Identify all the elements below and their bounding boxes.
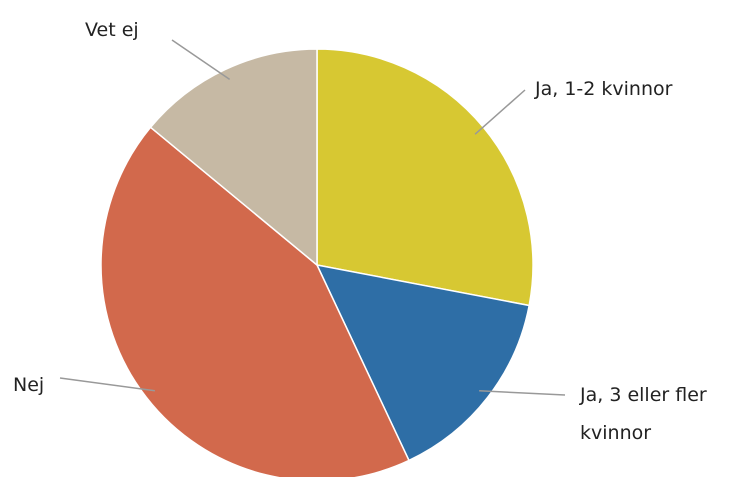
leader-line [479,390,566,396]
pie-slice [100,126,410,477]
leader-line [59,377,155,392]
slice-label: Ja, 1-2 kvinnor [535,78,673,100]
slice-label: Vet ej [85,19,139,41]
leader-line [171,39,231,80]
slice-label: Ja, 3 eller fler kvinnor [580,384,707,444]
leader-line [474,89,526,135]
slice-label: Nej [13,374,45,396]
pie-slice [149,48,318,267]
pie-slice [315,263,531,462]
pie-slice [316,48,534,307]
